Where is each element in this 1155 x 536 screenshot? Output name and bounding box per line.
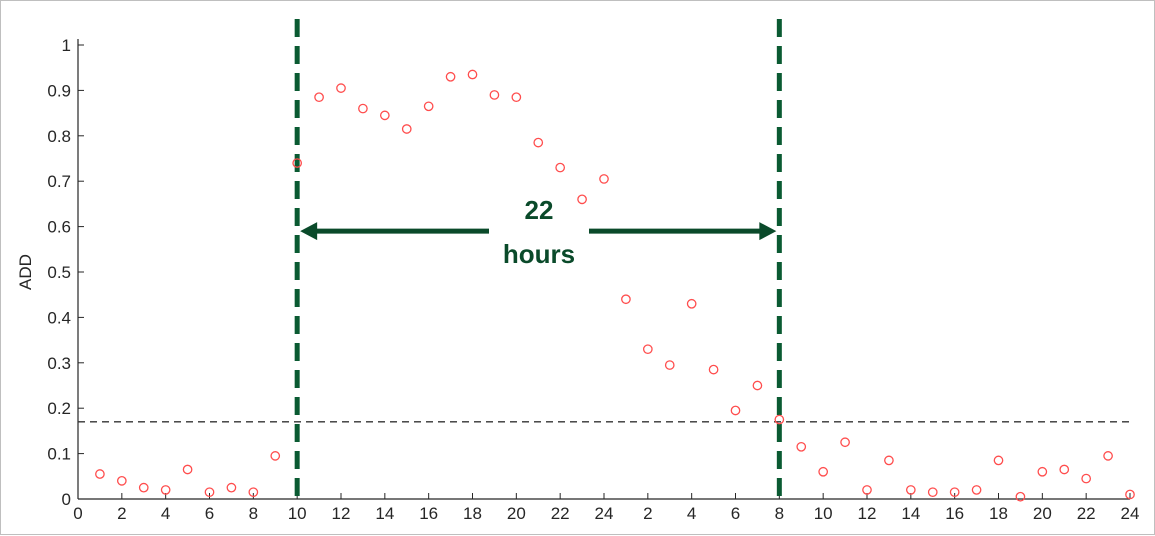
axes: 00.10.20.30.40.50.60.70.80.910 2 4 6 8 10 12 14…	[16, 36, 1139, 523]
data-point	[314, 92, 324, 103]
data-point	[993, 455, 1004, 466]
x-tick-label: 8	[775, 504, 784, 523]
data-point	[182, 464, 193, 475]
x-tick-label: 14	[901, 504, 920, 523]
data-point	[599, 174, 609, 184]
data-point	[1125, 489, 1135, 500]
y-axis-title: ADD	[16, 254, 35, 290]
x-tick-label: 12	[332, 504, 351, 523]
data-point	[1081, 473, 1092, 484]
data-point	[752, 380, 763, 391]
x-tick-label: 2	[117, 504, 126, 523]
x-tick-label: 22	[551, 504, 570, 523]
data-point	[467, 69, 478, 80]
data-point	[336, 83, 346, 93]
data-point	[555, 162, 566, 173]
x-tick-label: 24	[595, 504, 614, 523]
data-point	[884, 455, 894, 466]
data-point	[862, 485, 872, 495]
x-tick-label: 4	[161, 504, 170, 523]
data-point	[95, 469, 105, 479]
data-point	[248, 487, 259, 498]
x-tick-label: 4	[687, 504, 696, 523]
y-tick-label: 0.3	[47, 354, 71, 373]
data-point	[533, 137, 544, 148]
y-tick-label: 0.9	[47, 81, 71, 100]
data-point	[840, 437, 850, 448]
x-tick-label: 6	[205, 504, 214, 523]
x-tick-label: 6	[731, 504, 740, 523]
data-point	[971, 485, 982, 495]
x-tick-label: 12	[858, 504, 877, 523]
y-tick-label: 1	[62, 36, 71, 55]
y-tick-label: 0.2	[47, 399, 71, 418]
y-tick-label: 0.6	[47, 218, 71, 237]
data-point	[160, 485, 171, 495]
data-point	[1037, 466, 1048, 477]
y-tick-label: 0.5	[47, 263, 71, 282]
data-point	[686, 298, 697, 309]
x-tick-label: 2	[643, 504, 652, 523]
x-tick-label: 10	[288, 504, 307, 523]
y-tick-label: 0.1	[47, 445, 71, 464]
x-tick-label: 18	[463, 504, 482, 523]
x-tick-label: 8	[249, 504, 258, 523]
x-tick-label: 0	[73, 504, 82, 523]
x-tick-label: 16	[419, 504, 438, 523]
data-point	[292, 158, 303, 168]
data-point	[796, 441, 807, 452]
data-point	[927, 487, 938, 498]
data-point	[1103, 451, 1113, 461]
data-point	[664, 360, 675, 370]
guide-lines	[78, 19, 1130, 499]
data-point	[379, 110, 390, 121]
data-point	[116, 475, 127, 486]
data-point	[445, 71, 456, 82]
data-point	[489, 90, 500, 100]
data-point	[621, 294, 631, 305]
data-point	[423, 101, 434, 112]
y-tick-label: 0.4	[47, 308, 71, 327]
data-point	[818, 466, 829, 477]
x-tick-label: 20	[1033, 504, 1052, 523]
annotation-value: 22	[525, 195, 554, 225]
data-point	[642, 344, 653, 355]
data-point	[1015, 491, 1026, 502]
data-point	[270, 451, 281, 461]
data-point	[577, 194, 587, 205]
data-point	[226, 482, 237, 493]
x-tick-label: 20	[507, 504, 526, 523]
data-point	[708, 364, 719, 375]
data-point	[1059, 464, 1070, 475]
arrow-head-left	[300, 222, 318, 241]
y-tick-label: 0.8	[47, 127, 71, 146]
x-tick-label: 24	[1121, 504, 1140, 523]
data-points	[95, 69, 1135, 502]
y-tick-label: 0.7	[47, 172, 71, 191]
x-tick-label: 10	[814, 504, 833, 523]
data-point	[204, 487, 215, 498]
data-point	[401, 124, 412, 134]
x-tick-label: 14	[375, 504, 394, 523]
x-tick-label: 16	[945, 504, 964, 523]
annotation-unit: hours	[503, 239, 575, 269]
data-point	[138, 482, 149, 493]
data-point	[358, 103, 368, 114]
arrow-head-right	[759, 222, 777, 241]
data-point	[905, 485, 916, 495]
x-tick-label: 18	[989, 504, 1008, 523]
data-point	[949, 487, 960, 498]
y-tick-label: 0	[62, 490, 71, 509]
duration-annotation: 22 hours	[300, 195, 777, 269]
data-point	[730, 405, 741, 416]
data-point	[774, 414, 785, 425]
x-tick-label: 22	[1077, 504, 1096, 523]
data-point	[511, 92, 522, 103]
